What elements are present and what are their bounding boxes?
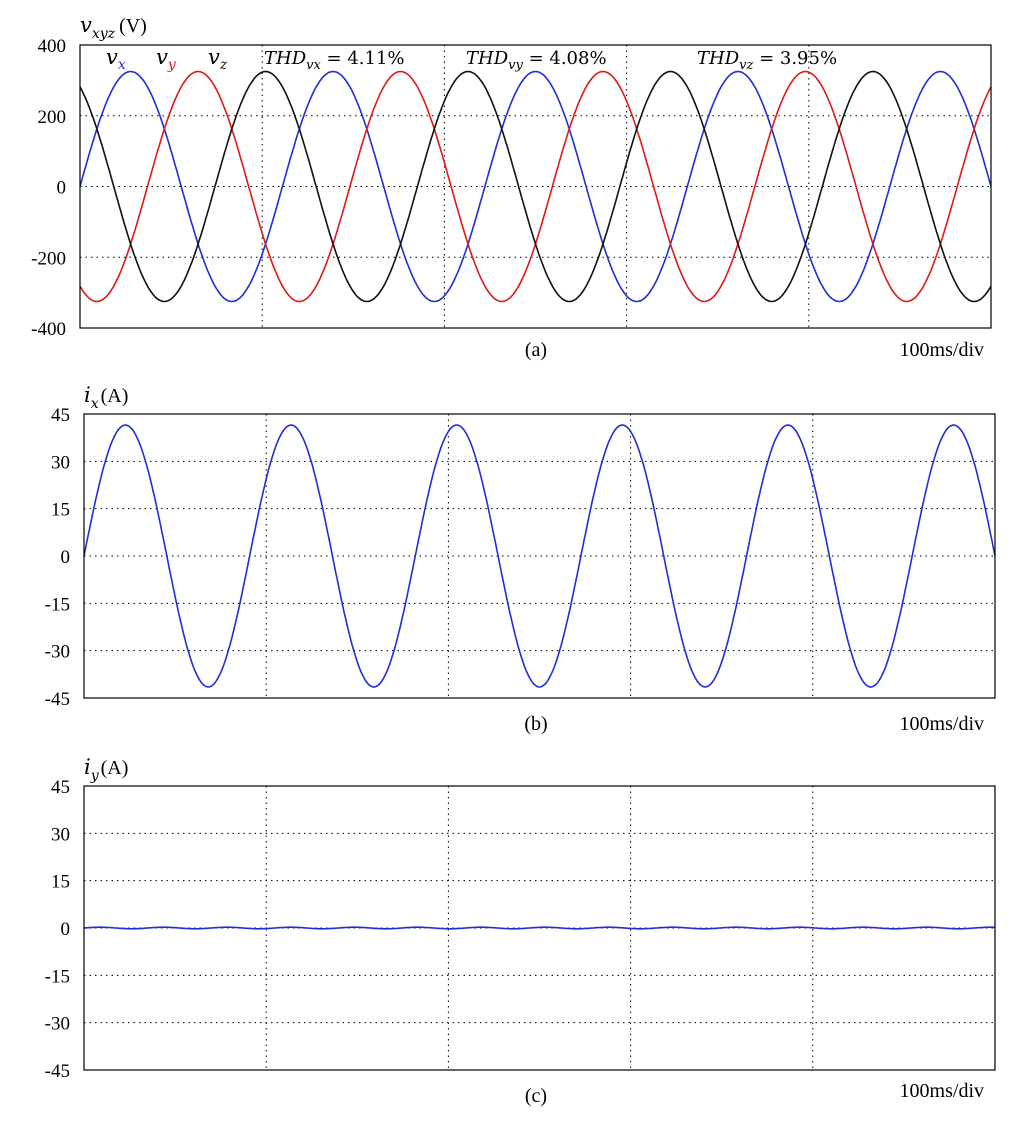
y-tick-label: -45 bbox=[45, 689, 70, 710]
y-tick-label: 15 bbox=[51, 500, 70, 521]
panel-a-ylabel-subscript: xyz bbox=[92, 26, 116, 42]
panel-b-current-x: ix (A) 45 30 15 0 -15 -30 -45 (b) 100ms/div bbox=[45, 383, 996, 735]
panel-b-yticks: 45 30 15 0 -15 -30 -45 bbox=[45, 405, 70, 710]
panel-a-grid bbox=[80, 45, 991, 328]
series-line-i-y bbox=[83, 926, 995, 930]
panel-c-yticks: 45 30 15 0 -15 -30 -45 bbox=[45, 777, 70, 1082]
panel-c-ylabel-symbol: i bbox=[84, 755, 91, 779]
y-tick-label: 45 bbox=[51, 405, 70, 426]
y-tick-label: -400 bbox=[31, 319, 66, 340]
y-tick-label: 0 bbox=[61, 547, 71, 568]
panel-c-ylabel-subscript: y bbox=[90, 768, 100, 784]
panel-a-caption: (a) bbox=[525, 339, 547, 361]
panel-a-yticks: 400 200 0 -200 -400 bbox=[31, 36, 66, 340]
panel-c-current-y: iy (A) 45 30 15 0 -15 -30 -45 (c) 100ms/div bbox=[45, 755, 996, 1107]
annotation-thd-vx: THDvx = 4.11% bbox=[264, 48, 405, 73]
annotation-thd-vz: THDvz = 3.95% bbox=[697, 48, 837, 73]
panel-b-caption: (b) bbox=[524, 713, 547, 735]
panel-b-grid bbox=[84, 414, 995, 698]
y-tick-label: 30 bbox=[51, 452, 70, 473]
series-line-v-z bbox=[79, 70, 992, 303]
legend-vy: vy bbox=[156, 45, 177, 73]
y-tick-label: 30 bbox=[51, 824, 70, 845]
panel-a-waves bbox=[79, 70, 992, 303]
legend-vz: vz bbox=[208, 45, 228, 73]
panel-b-ylabel-subscript: x bbox=[91, 396, 99, 412]
panel-c-plot-frame bbox=[83, 785, 996, 1071]
y-tick-label: -200 bbox=[31, 248, 66, 269]
panel-c-time-scale: 100ms/div bbox=[900, 1080, 984, 1102]
y-tick-label: -15 bbox=[45, 594, 70, 615]
series-line-i-x bbox=[83, 424, 996, 688]
panel-b-ylabel-symbol: i bbox=[84, 383, 91, 407]
panel-a-time-scale: 100ms/div bbox=[900, 339, 984, 361]
panel-b-ylabel-unit: (A) bbox=[101, 385, 129, 407]
panel-b-ylabel: ix (A) bbox=[84, 383, 128, 412]
y-tick-label: -45 bbox=[45, 1061, 70, 1082]
panel-c-caption: (c) bbox=[525, 1085, 547, 1107]
panel-c-waves bbox=[83, 926, 995, 930]
panel-a-plot-frame bbox=[79, 44, 992, 329]
panel-b-waves bbox=[83, 424, 996, 688]
series-line-v-x bbox=[79, 70, 992, 303]
panel-a-ylabel: vxyz (V) bbox=[80, 13, 147, 42]
series-line-v-y bbox=[79, 70, 992, 303]
panel-c-ylabel-unit: (A) bbox=[101, 757, 129, 779]
y-tick-label: -30 bbox=[45, 642, 70, 663]
panel-a-voltage: vxyz (V) 400 200 0 -200 -400 vx vy vz THDvx =… bbox=[31, 13, 992, 361]
y-tick-label: -30 bbox=[45, 1014, 70, 1035]
panel-a-ylabel-symbol: v bbox=[80, 13, 92, 37]
annotation-thd-vy: THDvy = 4.08% bbox=[466, 48, 607, 73]
panel-b-plot-frame bbox=[83, 413, 996, 699]
y-tick-label: 0 bbox=[61, 919, 71, 940]
panel-a-ylabel-unit: (V) bbox=[119, 15, 147, 37]
legend-vx: vx bbox=[106, 45, 126, 73]
y-tick-label: 200 bbox=[38, 107, 67, 128]
y-tick-label: 45 bbox=[51, 777, 70, 798]
y-tick-label: -15 bbox=[45, 966, 70, 987]
y-tick-label: 400 bbox=[38, 36, 67, 57]
panel-c-ylabel: iy (A) bbox=[84, 755, 128, 784]
panel-b-time-scale: 100ms/div bbox=[900, 713, 984, 735]
y-tick-label: 15 bbox=[51, 872, 70, 893]
y-tick-label: 0 bbox=[57, 178, 67, 199]
